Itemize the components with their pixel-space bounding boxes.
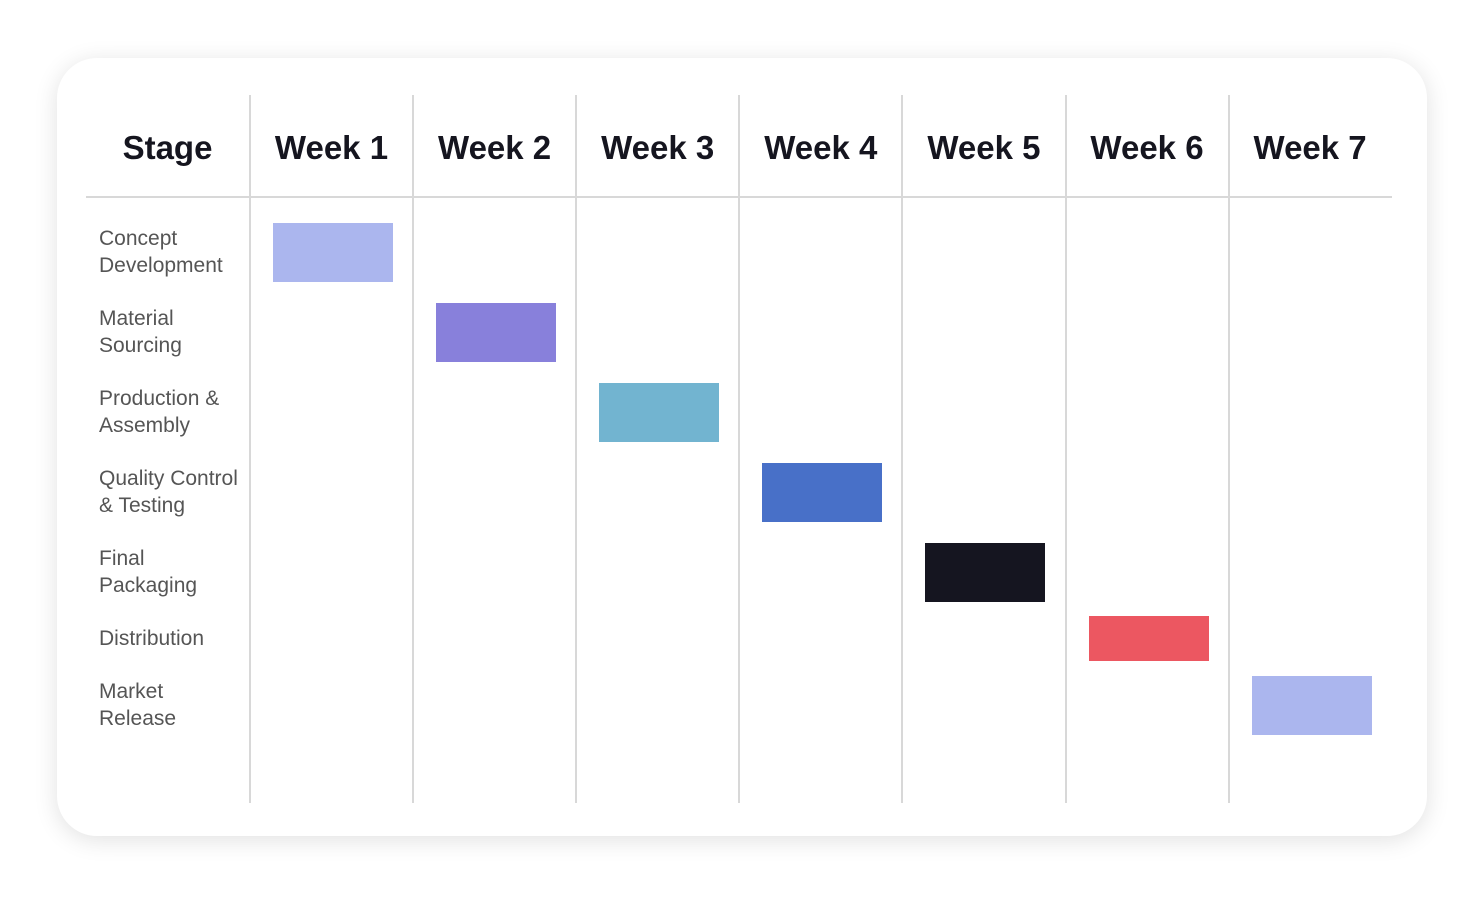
stage-label: Quality Control & Testing bbox=[99, 467, 238, 517]
column-divider bbox=[901, 95, 904, 803]
stage-label: Final Packaging bbox=[99, 547, 198, 597]
stage-label: Material Sourcing bbox=[99, 307, 182, 357]
column-divider bbox=[575, 95, 578, 803]
week-header: Week 3 bbox=[601, 129, 715, 166]
stage-label: Production & Assembly bbox=[99, 387, 220, 437]
task-bar bbox=[599, 382, 720, 442]
week-header: Week 5 bbox=[927, 129, 1041, 166]
stage-row: Market Release bbox=[86, 665, 1392, 745]
column-divider bbox=[1227, 95, 1230, 803]
column-divider bbox=[738, 95, 741, 803]
stage-row: Production & Assembly bbox=[86, 372, 1392, 452]
task-bar bbox=[436, 302, 557, 362]
stage-label: Distribution bbox=[99, 627, 205, 650]
stage-row: Final Packaging bbox=[86, 532, 1392, 612]
stage-label: Market Release bbox=[99, 680, 177, 730]
week-header: Week 4 bbox=[764, 129, 878, 166]
task-bar bbox=[1088, 616, 1209, 661]
column-divider bbox=[412, 95, 415, 803]
stage-row: Distribution bbox=[86, 612, 1392, 665]
task-bar bbox=[925, 542, 1046, 602]
stage-row: Concept Development bbox=[86, 212, 1392, 292]
column-divider bbox=[1064, 95, 1067, 803]
stage-row: Quality Control & Testing bbox=[86, 452, 1392, 532]
stage-header: Stage bbox=[122, 129, 213, 166]
card bbox=[57, 58, 1427, 836]
week-header: Week 7 bbox=[1253, 129, 1367, 166]
week-header: Week 6 bbox=[1090, 129, 1204, 166]
stage-label: Concept Development bbox=[99, 227, 223, 277]
column-divider bbox=[249, 95, 251, 803]
stage-row: Material Sourcing bbox=[86, 292, 1392, 372]
task-bar bbox=[1251, 675, 1372, 735]
week-header: Week 2 bbox=[438, 129, 552, 166]
task-bar bbox=[762, 462, 883, 522]
week-header: Week 1 bbox=[274, 129, 389, 166]
task-bar bbox=[273, 222, 393, 282]
